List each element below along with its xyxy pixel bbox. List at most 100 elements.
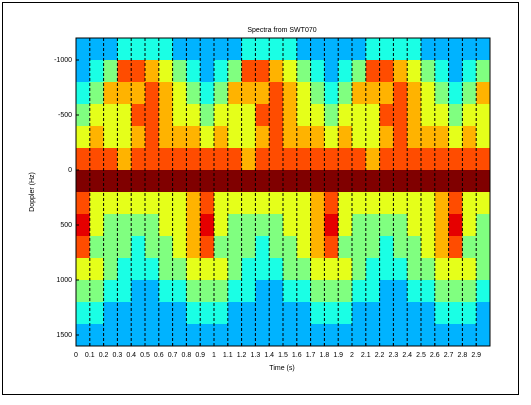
heat-cell bbox=[462, 258, 477, 281]
x-tick-label: 1.4 bbox=[264, 352, 274, 359]
heat-cell bbox=[145, 324, 160, 347]
heat-cell bbox=[407, 258, 422, 281]
heat-cell bbox=[131, 148, 146, 171]
heat-cell bbox=[172, 214, 187, 237]
heat-cell bbox=[76, 170, 91, 193]
heat-cell bbox=[269, 126, 284, 149]
heat-cell bbox=[158, 324, 174, 347]
heat-cell bbox=[421, 38, 436, 61]
heat-cell bbox=[255, 214, 270, 237]
heat-cell bbox=[310, 38, 325, 61]
heat-cell bbox=[462, 148, 477, 171]
heat-cell bbox=[227, 324, 243, 347]
heat-cell bbox=[158, 38, 174, 61]
x-tick-label: 2.1 bbox=[361, 352, 371, 359]
heat-cell bbox=[117, 38, 132, 61]
heat-cell bbox=[352, 104, 367, 127]
heat-cell bbox=[131, 302, 146, 325]
heat-cell bbox=[338, 192, 353, 215]
heat-cell bbox=[145, 38, 160, 61]
heat-cell bbox=[407, 192, 422, 215]
heat-cell bbox=[352, 82, 367, 105]
heat-cell bbox=[393, 258, 408, 281]
heat-cell bbox=[365, 236, 381, 259]
heat-cell bbox=[200, 60, 215, 83]
heat-cell bbox=[462, 104, 477, 127]
heat-cell bbox=[214, 148, 229, 171]
heat-cell bbox=[255, 280, 270, 303]
y-tick-label: 0 bbox=[68, 167, 72, 174]
heat-cell bbox=[186, 170, 201, 193]
heat-cell bbox=[476, 104, 491, 127]
heat-cell bbox=[434, 236, 450, 259]
heat-cell bbox=[241, 82, 256, 105]
heat-cell bbox=[448, 170, 463, 193]
heat-cell bbox=[269, 258, 284, 281]
heat-cell bbox=[448, 104, 463, 127]
heat-cell bbox=[324, 236, 339, 259]
heat-cell bbox=[131, 324, 146, 347]
x-tick-label: 0.9 bbox=[195, 352, 205, 359]
heat-cell bbox=[76, 60, 91, 83]
heat-cell bbox=[241, 236, 256, 259]
heat-cell bbox=[379, 192, 394, 215]
heat-cell bbox=[200, 170, 215, 193]
heat-cell bbox=[89, 324, 105, 347]
heat-cell bbox=[434, 126, 450, 149]
heat-cell bbox=[131, 192, 146, 215]
heat-cell bbox=[324, 82, 339, 105]
heat-cell bbox=[283, 126, 298, 149]
heat-cell bbox=[255, 324, 270, 347]
heat-cell bbox=[89, 82, 105, 105]
heat-cell bbox=[117, 236, 132, 259]
heat-cell bbox=[89, 126, 105, 149]
heat-cell bbox=[214, 192, 229, 215]
heat-cell bbox=[379, 148, 394, 171]
heat-cell bbox=[186, 324, 201, 347]
heat-cell bbox=[89, 60, 105, 83]
heat-cell bbox=[241, 60, 256, 83]
heat-cell bbox=[283, 302, 298, 325]
heat-cell bbox=[324, 126, 339, 149]
heat-cell bbox=[338, 104, 353, 127]
heat-cell bbox=[434, 214, 450, 237]
heat-cell bbox=[393, 148, 408, 171]
heat-cell bbox=[283, 60, 298, 83]
heat-cell bbox=[186, 258, 201, 281]
heat-cell bbox=[296, 148, 312, 171]
heat-cell bbox=[434, 258, 450, 281]
heat-cell bbox=[476, 148, 491, 171]
heat-cell bbox=[379, 60, 394, 83]
heat-cell bbox=[448, 236, 463, 259]
heat-cell bbox=[462, 82, 477, 105]
heat-cell bbox=[379, 324, 394, 347]
heat-cell bbox=[393, 236, 408, 259]
heat-cell bbox=[200, 258, 215, 281]
plot-border bbox=[75, 37, 491, 347]
heat-cell bbox=[269, 60, 284, 83]
x-tick-label: 1.5 bbox=[278, 352, 288, 359]
heat-cell bbox=[241, 170, 256, 193]
heat-cell bbox=[227, 148, 243, 171]
x-tick-label: 0.1 bbox=[85, 352, 95, 359]
heat-cell bbox=[131, 258, 146, 281]
heat-cell bbox=[214, 324, 229, 347]
heat-cell bbox=[283, 324, 298, 347]
heat-cell bbox=[310, 214, 325, 237]
heat-cell bbox=[145, 104, 160, 127]
heat-cell bbox=[227, 280, 243, 303]
heat-cell bbox=[269, 170, 284, 193]
heat-cell bbox=[103, 302, 118, 325]
heat-cell bbox=[241, 126, 256, 149]
heat-cell bbox=[214, 82, 229, 105]
heat-cell bbox=[117, 126, 132, 149]
heat-cell bbox=[476, 60, 491, 83]
heat-cell bbox=[172, 170, 187, 193]
heat-cell bbox=[310, 258, 325, 281]
heat-cell bbox=[462, 38, 477, 61]
x-tick-label: 2.4 bbox=[402, 352, 412, 359]
heat-cell bbox=[352, 38, 367, 61]
x-tick-label: 2 bbox=[350, 352, 354, 359]
heat-cell bbox=[214, 214, 229, 237]
x-tick-label: 0.6 bbox=[154, 352, 164, 359]
